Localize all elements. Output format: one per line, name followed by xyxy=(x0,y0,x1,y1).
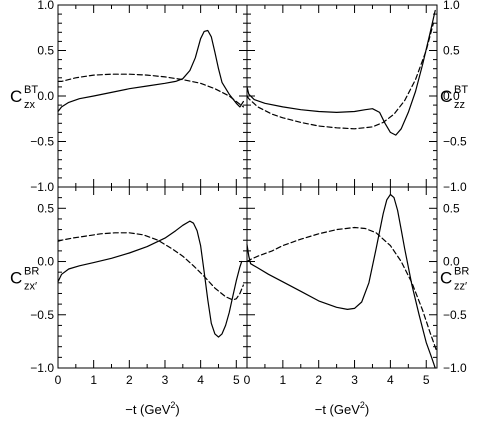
y-axis-title-sub: zz xyxy=(454,99,465,111)
x-tick-label: 4 xyxy=(387,373,394,387)
y-tick-label: −0.5 xyxy=(443,135,467,149)
y-axis-title-main: C xyxy=(440,87,452,106)
y-axis-title-sup: BT xyxy=(24,84,38,96)
y-tick-label: 0.0 xyxy=(443,89,460,103)
series-dashed-line xyxy=(246,22,434,130)
panel-frame xyxy=(246,4,438,188)
series-solid-line xyxy=(246,9,436,136)
panel-top-right: −1.0 −0.5 0.0 0.5 1.0 C BT zz xyxy=(246,0,468,194)
y-tick-label: −1.0 xyxy=(30,180,54,194)
y-axis-title-sub: zx xyxy=(24,99,36,111)
x-axis-title: −t (GeV2) xyxy=(315,400,370,417)
x-tick-label: 0 xyxy=(55,373,62,387)
x-tick-label: 3 xyxy=(351,373,358,387)
y-tick-label: −1.0 xyxy=(30,361,54,375)
series-dashed-line xyxy=(57,73,244,108)
series-dashed-line xyxy=(246,226,438,353)
y-tick-label: −0.5 xyxy=(30,308,54,322)
y-axis-title-main: C xyxy=(10,269,22,288)
x-axis-title-sup: 2 xyxy=(170,400,175,410)
y-tick-label: 1.0 xyxy=(37,0,54,12)
y-axis-title-sup: BR xyxy=(24,266,39,278)
x-tick-label: 5 xyxy=(233,373,240,387)
y-tick-label: 0.0 xyxy=(37,255,54,269)
x-axis-title: −t (GeV2) xyxy=(125,400,180,417)
y-tick-label: −0.5 xyxy=(30,135,54,149)
x-axis-title-close: ) xyxy=(175,402,179,417)
series-solid-line xyxy=(57,29,244,113)
x-tick-label: 3 xyxy=(162,373,169,387)
y-axis-title-main: C xyxy=(10,87,22,106)
panel-frame xyxy=(57,4,248,188)
y-axis-title-sup: BR xyxy=(454,266,469,278)
x-tick-label: 5 xyxy=(423,373,430,387)
y-axis-title: C xyxy=(10,87,22,106)
series-dashed-line xyxy=(57,232,244,301)
y-axis-title-sub: zz′ xyxy=(454,281,467,293)
x-axis-title-sup: 2 xyxy=(360,400,365,410)
x-tick-label: 2 xyxy=(126,373,133,387)
series-solid-line xyxy=(246,193,436,369)
y-axis-title-main: C xyxy=(440,269,452,288)
y-tick-label: 0.5 xyxy=(443,201,460,215)
x-tick-label: 1 xyxy=(90,373,97,387)
y-axis-title: C xyxy=(440,269,452,288)
y-tick-label: −1.0 xyxy=(443,361,467,375)
x-tick-label: 0 xyxy=(244,373,251,387)
y-tick-label: 0.5 xyxy=(443,44,460,58)
x-axis-title-text: −t (GeV xyxy=(315,402,360,417)
x-tick-label: 1 xyxy=(280,373,287,387)
y-axis-title-sup: BT xyxy=(454,84,468,96)
y-axis-title: C xyxy=(440,87,452,106)
y-tick-label: 0.0 xyxy=(37,89,54,103)
panel-frame xyxy=(57,186,248,369)
series-solid-line xyxy=(57,220,243,338)
y-axis-title: C xyxy=(10,269,22,288)
y-tick-label: −0.5 xyxy=(443,308,467,322)
x-axis-title-text: −t (GeV xyxy=(125,402,170,417)
y-tick-label: 0.5 xyxy=(37,44,54,58)
y-tick-label: 0.0 xyxy=(443,255,460,269)
x-axis-title-close: ) xyxy=(365,402,369,417)
y-tick-label: 1.0 xyxy=(443,0,460,12)
y-axis-title-sub: zx′ xyxy=(24,281,37,293)
y-tick-label: 0.5 xyxy=(37,201,54,215)
y-tick-label: −1.0 xyxy=(443,180,467,194)
panel-top-left: −1.0 −0.5 0.0 0.5 1.0 C BT zx xyxy=(10,0,248,194)
x-tick-label: 4 xyxy=(197,373,204,387)
panel-frame xyxy=(246,186,438,369)
x-tick-label: 2 xyxy=(315,373,322,387)
